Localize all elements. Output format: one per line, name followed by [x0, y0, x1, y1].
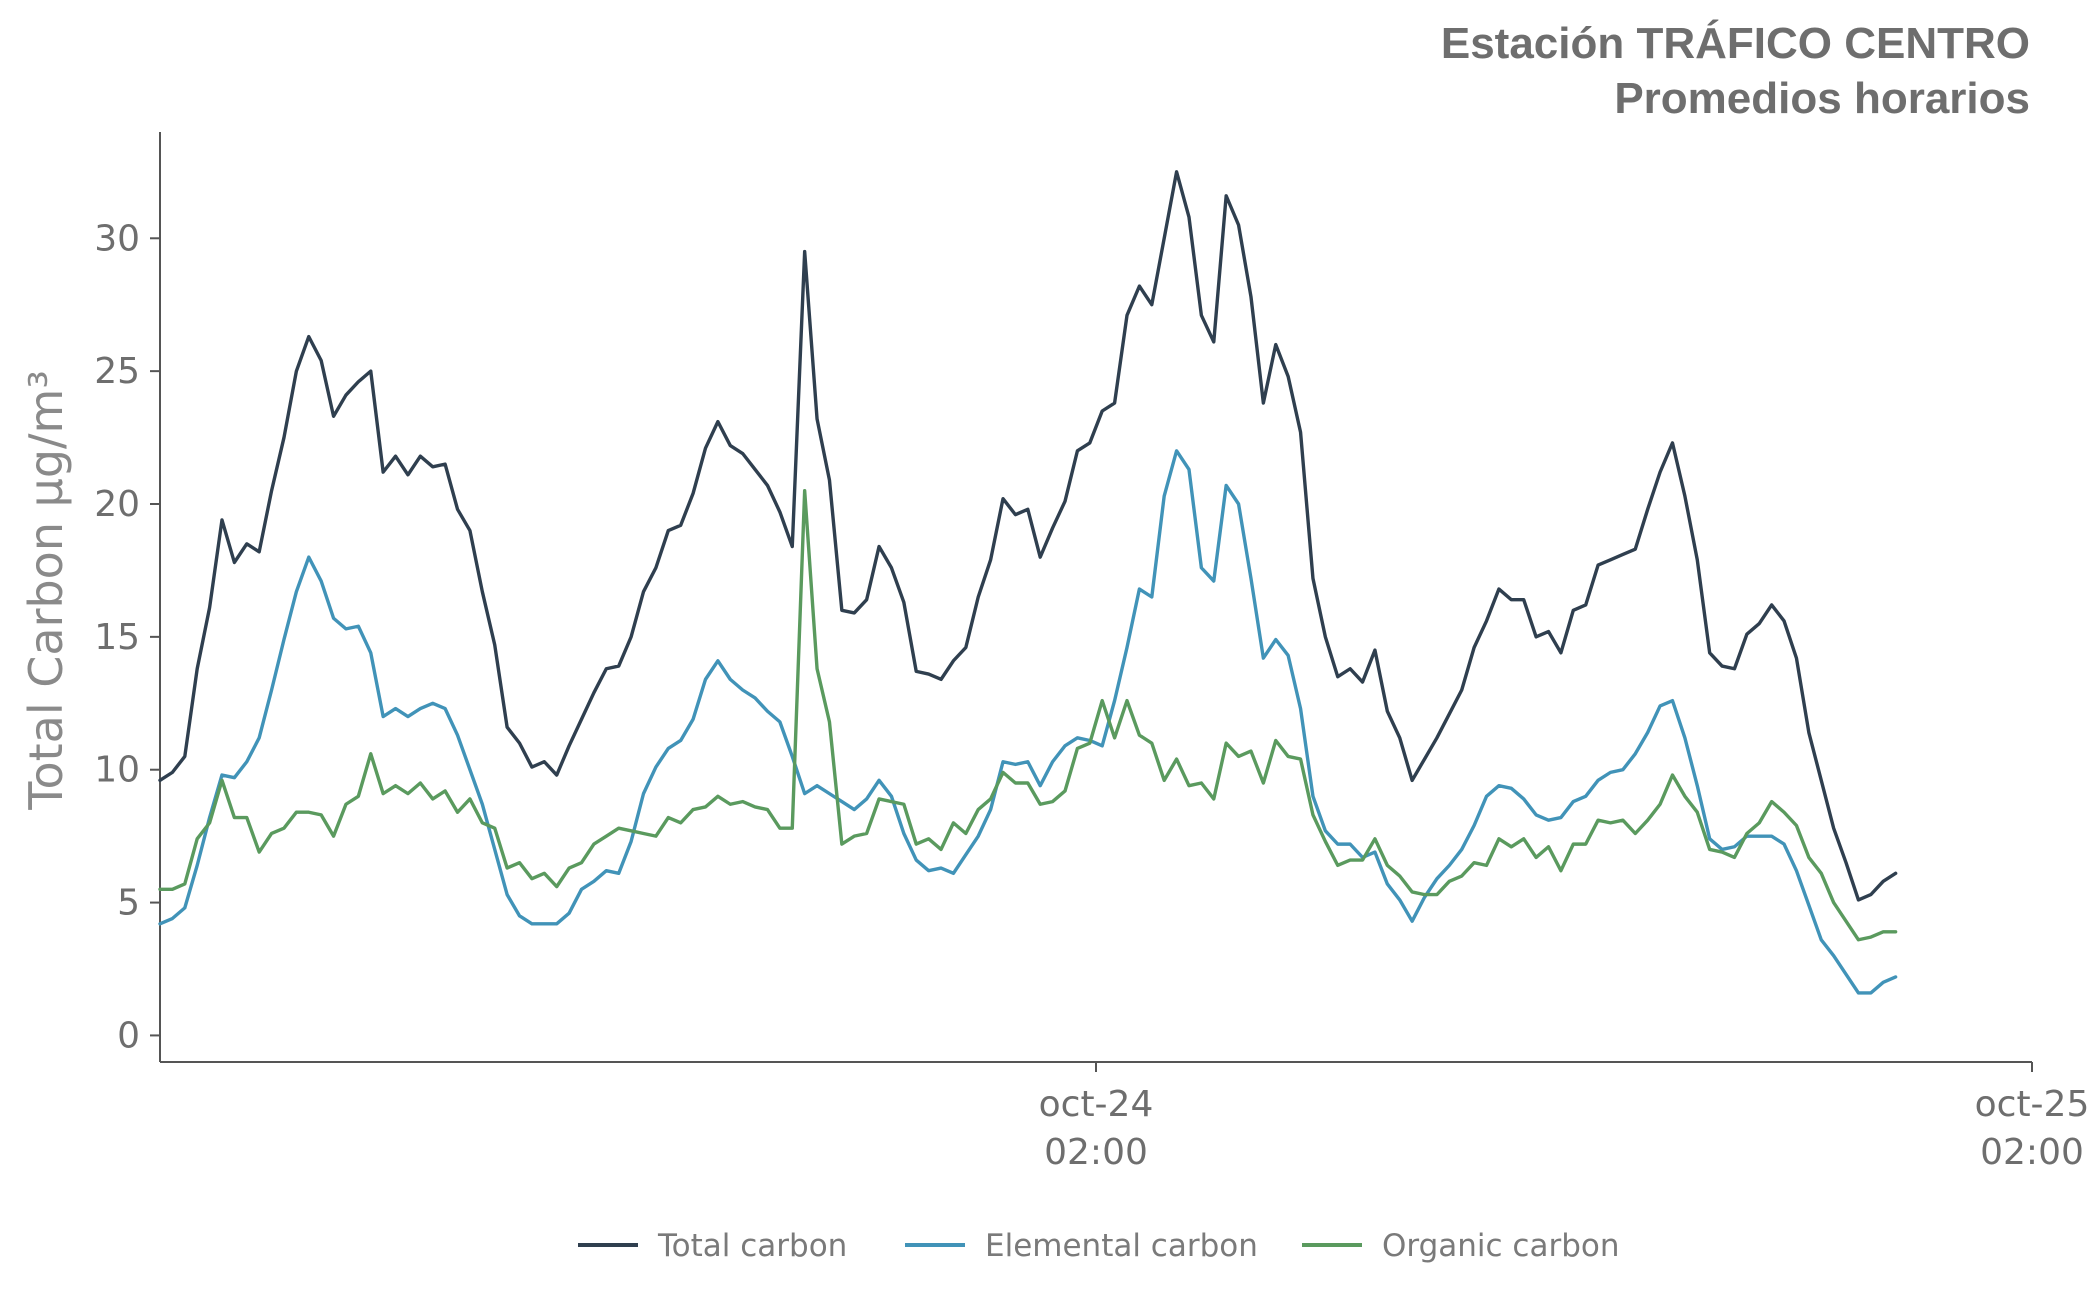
legend: Total carbon Elemental carbon Organic carb…: [578, 1228, 1620, 1264]
legend-label: Organic carbon: [1382, 1228, 1620, 1264]
y-tick-label: 5: [117, 883, 140, 924]
x-tick-label: oct-24: [1039, 1084, 1154, 1125]
x-tick-label: 02:00: [1980, 1132, 2084, 1173]
y-tick-label: 15: [94, 617, 140, 658]
series-line-total-carbon: [158, 170, 1898, 902]
series-line-elemental-carbon: [158, 449, 1898, 995]
chart-title: Estación TRÁFICO CENTRO: [1441, 18, 2030, 68]
y-tick-label: 25: [94, 351, 140, 392]
y-tick-label: 10: [94, 750, 140, 791]
axes: 0 5 10 15 20 25 30 oct-24 02:00 oct-25 02:00: [94, 132, 2089, 1173]
legend-label: Elemental carbon: [985, 1228, 1258, 1264]
y-tick-label: 20: [94, 484, 140, 525]
series-line-organic-carbon: [158, 489, 1898, 942]
y-tick-label: 30: [94, 218, 140, 259]
y-axis-label: Total Carbon μg/m³: [19, 370, 73, 811]
y-tick-label: 0: [117, 1015, 140, 1056]
chart-subtitle: Promedios horarios: [1614, 74, 2030, 123]
x-tick-label: oct-25: [1975, 1084, 2090, 1125]
x-tick-label: 02:00: [1044, 1132, 1148, 1173]
series-layer: [158, 170, 1898, 995]
legend-label: Total carbon: [657, 1228, 847, 1264]
